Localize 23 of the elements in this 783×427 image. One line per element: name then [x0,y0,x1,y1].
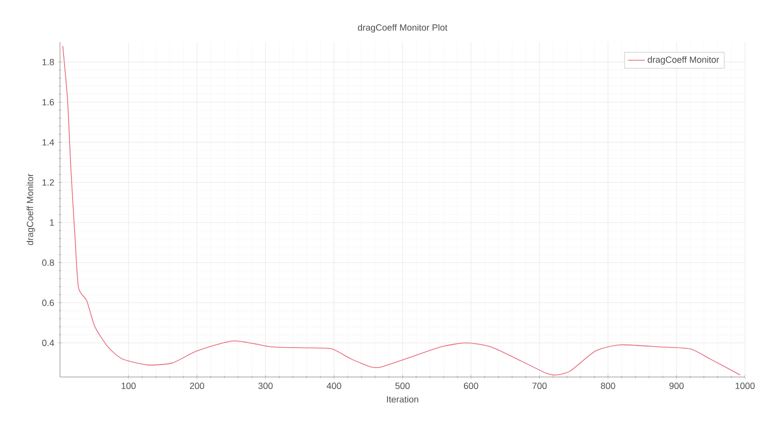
x-tick-label: 200 [190,382,204,390]
y-tick-label: 0.6 [42,300,54,306]
y-axis-title: dragCoeff Monitor [26,174,35,246]
y-tick-label: 1.8 [42,58,54,66]
y-tick-label: 1.2 [42,179,54,186]
y-tick-label: 0.4 [42,340,54,346]
x-tick-label: 500 [395,382,410,390]
x-tick-label: 400 [326,382,342,390]
y-tick-label: 1.6 [42,98,54,106]
line-series [62,46,741,376]
y-tick-label: 1.4 [42,139,54,146]
chart-title: dragCoeff Monitor Plot [358,24,448,32]
x-tick-label: 800 [600,382,616,390]
x-tick-label: 100 [122,382,136,390]
x-tick-label: 1000 [736,382,755,390]
x-tick-label: 600 [464,382,478,390]
legend-label: dragCoeff Monitor [648,56,720,65]
y-tick-label: 1 [50,219,54,226]
x-tick-label: 300 [258,382,273,390]
x-axis-title: Iteration [387,396,418,403]
x-tick-label: 700 [532,382,547,390]
x-tick-label: 900 [669,382,684,390]
y-tick-label: 0.8 [42,259,54,266]
